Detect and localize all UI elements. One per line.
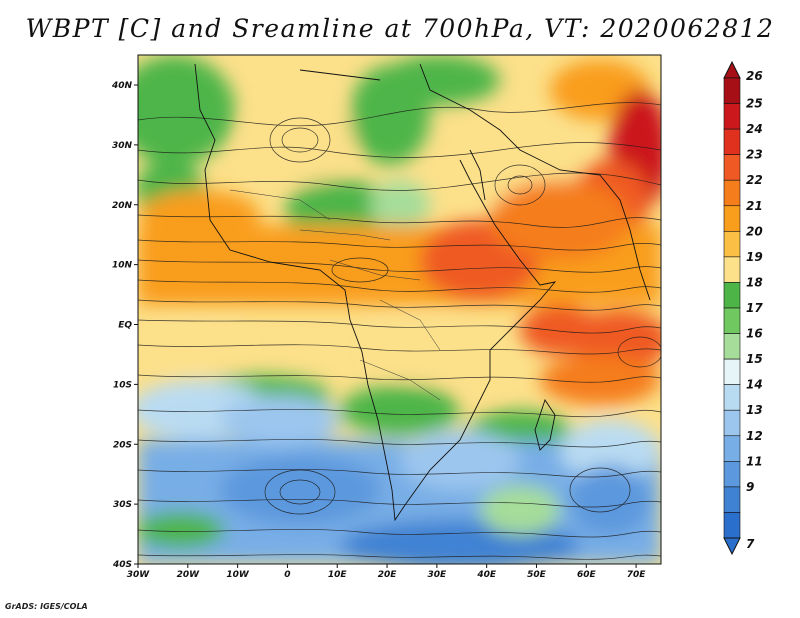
- colorbar-label: 21: [746, 199, 763, 213]
- colorbar-label: 14: [746, 378, 763, 392]
- lat-tick-label: 20S: [113, 440, 132, 450]
- lon-tick-label: 20W: [177, 570, 201, 580]
- colorbar-swatch: [723, 231, 741, 258]
- axis-ticks: 30W 20W 10W 0 10E 20E 30E 40E 50E 60E 70E 40N 30N 20N…: [111, 81, 646, 580]
- lat-tick-label: 10S: [113, 380, 132, 390]
- lon-tick-label: 30E: [428, 570, 448, 580]
- lon-tick-label: 50E: [527, 570, 547, 580]
- colorbar-label: 23: [746, 148, 763, 162]
- colorbar-label: 13: [746, 403, 763, 417]
- colorbar-label: 16: [746, 327, 763, 341]
- colorbar-swatch: [723, 77, 741, 104]
- colorbar-label: 12: [746, 429, 763, 443]
- colorbar: 26 25 24 23 22 21 20 19 18 17 16 15 14 13 12 11 9 7: [723, 60, 763, 556]
- lon-tick-label: 0: [284, 570, 290, 580]
- colorbar-label: 25: [746, 97, 763, 111]
- colorbar-label: 9: [746, 480, 754, 494]
- colorbar-swatch: [723, 486, 741, 513]
- colorbar-label: 26: [746, 69, 763, 83]
- colorbar-top-arrow: [723, 60, 741, 79]
- grads-credit: GrADS: IGES/COLA: [5, 602, 88, 611]
- colorbar-swatch: [723, 435, 741, 462]
- colorbar-label: 22: [746, 173, 763, 187]
- colorbar-swatch: [723, 461, 741, 488]
- colorbar-label: 24: [746, 122, 763, 136]
- colorbar-swatch: [723, 282, 741, 309]
- lat-tick-label: 10N: [112, 261, 133, 271]
- colorbar-label: 18: [746, 275, 763, 289]
- colorbar-label: 11: [746, 454, 763, 468]
- colorbar-swatch: [723, 179, 741, 207]
- colorbar-swatch: [723, 333, 741, 360]
- colorbar-label: 20: [746, 224, 763, 238]
- colorbar-label: 19: [746, 250, 763, 264]
- colorbar-swatch: [723, 128, 741, 155]
- colorbar-swatch: [723, 103, 741, 130]
- lon-tick-label: 10W: [226, 570, 250, 580]
- colorbar-label: 17: [746, 301, 763, 315]
- colorbar-swatch: [723, 154, 741, 181]
- lat-tick-label: EQ: [118, 321, 132, 331]
- lon-tick-label: 60E: [577, 570, 597, 580]
- colorbar-swatch: [723, 512, 741, 539]
- lon-tick-label: 30W: [127, 570, 151, 580]
- colorbar-label: 7: [746, 537, 755, 551]
- map-frame: [137, 54, 662, 565]
- lon-tick-label: 10E: [328, 570, 348, 580]
- lat-tick-label: 40N: [111, 81, 133, 91]
- lon-tick-label: 70E: [627, 570, 647, 580]
- lon-tick-label: 20E: [378, 570, 398, 580]
- lat-tick-label: 20N: [112, 201, 133, 211]
- colorbar-swatch: [723, 307, 741, 334]
- colorbar-swatch: [723, 384, 741, 411]
- colorbar-swatch: [723, 205, 741, 232]
- wbpt-field: [138, 55, 661, 564]
- lat-tick-label: 30N: [112, 141, 133, 151]
- colorbar-swatch: [723, 256, 741, 283]
- lat-tick-label: 40S: [112, 560, 132, 570]
- colorbar-label: 15: [746, 352, 763, 366]
- colorbar-swatch: [723, 358, 741, 385]
- colorbar-swatch: [723, 409, 741, 437]
- colorbar-bottom-arrow: [723, 537, 741, 556]
- lon-tick-label: 40E: [476, 570, 497, 580]
- lat-tick-label: 30S: [113, 500, 132, 510]
- map-title: WBPT [C] and Sreamline at 700hPa, VT: 20…: [25, 14, 775, 43]
